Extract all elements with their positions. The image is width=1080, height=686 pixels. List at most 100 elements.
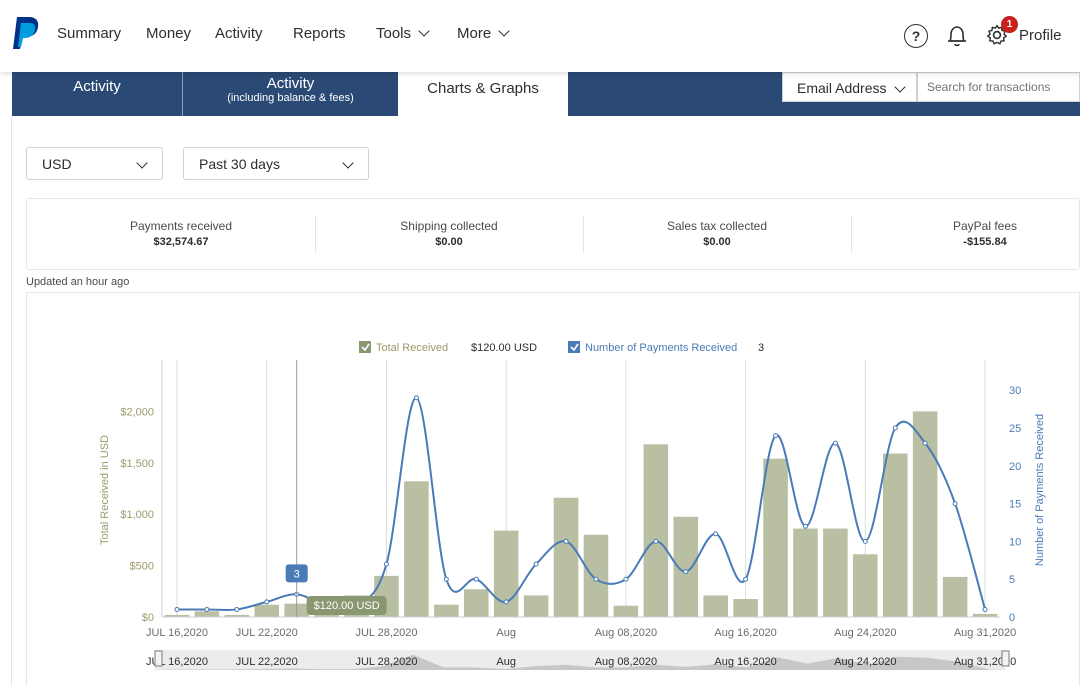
payments-count-point: [503, 599, 509, 605]
notification-badge: 1: [1001, 16, 1018, 33]
payments-count-point: [473, 576, 479, 582]
nav-money[interactable]: Money: [146, 25, 192, 42]
y-tick-label: $1,500: [120, 458, 154, 470]
x-tick-label: Aug 31,2020: [954, 627, 1016, 639]
payments-count-point: [413, 395, 419, 401]
updated-timestamp: Updated an hour ago: [26, 276, 130, 288]
profile-link[interactable]: Profile: [1019, 27, 1062, 44]
payments-count-point: [533, 561, 539, 567]
payments-count-point: [683, 569, 689, 575]
tab-activity-fees-title: Activity: [266, 75, 315, 92]
y-right-tick-label: 25: [1009, 423, 1021, 435]
summary-shipping: Shipping collected $0.00: [329, 219, 569, 248]
checkmark-icon: [570, 343, 579, 352]
navigator-left-handle[interactable]: [154, 650, 163, 667]
nav-tools[interactable]: Tools: [376, 25, 430, 42]
payments-count-point: [773, 433, 779, 439]
chevron-down-icon: [418, 25, 430, 37]
summary-divider: [315, 215, 316, 253]
payments-count-point: [593, 576, 599, 582]
period-select[interactable]: Past 30 days: [183, 147, 369, 180]
tooltip-total-text: $120.00 USD: [314, 600, 380, 612]
nav-activity[interactable]: Activity: [215, 25, 263, 42]
payments-count-point: [264, 599, 270, 605]
summary-tax: Sales tax collected $0.00: [597, 219, 837, 248]
payments-count-point: [982, 606, 988, 612]
bar-total-received: [523, 595, 549, 617]
content-border: [11, 116, 12, 686]
bar-total-received: [882, 453, 908, 617]
payments-count-point: [832, 440, 838, 446]
help-icon[interactable]: ?: [904, 24, 928, 48]
chart-legend[interactable]: Total Received $120.00 USD Number of Payme…: [359, 341, 764, 354]
navigator-tick-label: Aug 08,2020: [595, 656, 657, 668]
paypal-logo-icon[interactable]: [12, 16, 40, 55]
nav-summary[interactable]: Summary: [57, 25, 122, 42]
payments-value: $32,574.67: [153, 236, 209, 248]
chart-range-navigator[interactable]: JUL 16,2020 JUL 22,2020 JUL 28,2020 Aug Aug …: [146, 650, 1016, 670]
transaction-search-input[interactable]: [917, 72, 1080, 102]
bell-icon[interactable]: [946, 24, 968, 53]
payments-count-point: [383, 561, 389, 567]
x-tick-label: JUL 22,2020: [236, 627, 298, 639]
nav-reports[interactable]: Reports: [293, 25, 346, 42]
chart-axes: $0 $500 $1,000 $1,500 $2,000 0 5 10 15 20 25 30 Tota…: [99, 360, 1046, 639]
y-right-tick-label: 10: [1009, 536, 1021, 548]
bar-total-received: [613, 605, 639, 617]
payments-count-point: [862, 538, 868, 544]
payments-count-point: [802, 523, 808, 529]
chart-tooltip: 3 $120.00 USD: [285, 360, 387, 617]
legend-total-checkbox: [359, 341, 371, 353]
bar-total-received: [733, 599, 758, 617]
navigator-tick-label: Aug 24,2020: [834, 656, 896, 668]
y-tick-label: $1,000: [120, 509, 154, 521]
tab-activity[interactable]: Activity: [12, 72, 182, 116]
bar-total-received: [164, 614, 190, 617]
y-tick-label: $0: [142, 612, 154, 624]
tab-activity-fees[interactable]: Activity (including balance & fees): [183, 72, 398, 116]
bar-total-received: [463, 589, 489, 617]
x-tick-label: Aug: [496, 627, 516, 639]
shipping-value: $0.00: [435, 236, 463, 248]
top-nav: Summary Money Activity Reports Tools Mor…: [0, 0, 1080, 72]
y-tick-label: $2,000: [120, 406, 154, 418]
payments-count-point: [653, 538, 659, 544]
bar-total-received: [434, 604, 459, 617]
navigator-tick-label: Aug 16,2020: [714, 656, 776, 668]
currency-value: USD: [42, 156, 72, 172]
navigator-tick-label: JUL 28,2020: [355, 656, 417, 668]
payments-count-point: [952, 501, 958, 507]
bar-total-received: [553, 497, 579, 617]
bar-total-received: [793, 528, 818, 617]
currency-select[interactable]: USD: [26, 147, 163, 180]
y-right-tick-label: 30: [1009, 385, 1021, 397]
checkmark-icon: [361, 343, 370, 352]
nav-more[interactable]: More: [457, 25, 510, 42]
payments-count-point: [174, 606, 180, 612]
legend-count-label: Number of Payments Received: [585, 342, 737, 354]
bar-total-received: [972, 613, 998, 617]
navigator-right-handle[interactable]: [1001, 650, 1010, 667]
y-tick-label: $500: [130, 561, 154, 573]
fees-value: -$155.84: [963, 236, 1007, 248]
navigator-tick-label: Aug 31,2020: [954, 656, 1016, 668]
tab-activity-label: Activity: [73, 78, 121, 95]
email-address-select[interactable]: Email Address: [782, 72, 917, 102]
tab-charts-graphs[interactable]: Charts & Graphs: [398, 72, 568, 116]
legend-total-value: $120.00 USD: [471, 342, 537, 354]
x-tick-label: JUL 28,2020: [355, 627, 417, 639]
bar-total-received: [763, 458, 788, 617]
summary-fees: PayPal fees -$155.84: [865, 219, 1080, 248]
tab-charts-label: Charts & Graphs: [427, 80, 539, 97]
y-right-tick-label: 15: [1009, 499, 1021, 511]
x-tick-label: Aug 08,2020: [595, 627, 657, 639]
shipping-label: Shipping collected: [400, 219, 498, 233]
payments-count-point: [204, 606, 210, 612]
y-right-axis-title: Number of Payments Received: [1034, 414, 1046, 566]
summary-payments: Payments received $32,574.67: [61, 219, 301, 248]
navigator-series-area: [155, 654, 1005, 670]
tab-divider: [182, 72, 183, 116]
tooltip-count-box: [285, 564, 308, 583]
bar-total-received: [823, 528, 848, 617]
